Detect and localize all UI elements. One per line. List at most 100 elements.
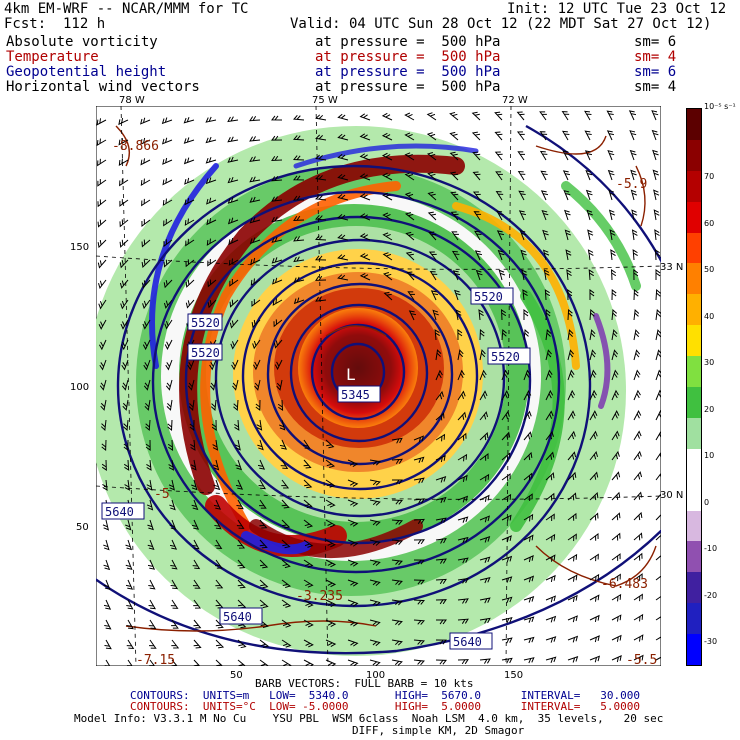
lat-lon-grid bbox=[96, 106, 661, 666]
wind-barb bbox=[142, 339, 151, 351]
wind-barb bbox=[567, 553, 578, 562]
colorbar-tick-label: 30 bbox=[704, 358, 715, 367]
wind-barb bbox=[435, 578, 447, 585]
wind-barb bbox=[303, 619, 314, 628]
wind-barb bbox=[496, 210, 504, 221]
wind-barb bbox=[479, 390, 488, 401]
wind-barb bbox=[149, 639, 157, 649]
temp-contour-info: CONTOURS: UNITS=°C LOW= -5.0000 HIGH= 5.… bbox=[130, 700, 640, 713]
wind-barb bbox=[147, 539, 155, 551]
wind-barb bbox=[611, 512, 621, 521]
wind-barb bbox=[271, 257, 283, 264]
wind-barb bbox=[259, 559, 269, 569]
wind-barb bbox=[183, 117, 195, 124]
wind-barb bbox=[185, 259, 195, 268]
wind-barb bbox=[435, 476, 447, 483]
wind-barb bbox=[427, 211, 437, 221]
wind-barb bbox=[274, 359, 283, 371]
temp-label: -8.866 bbox=[112, 139, 159, 154]
wind-barb bbox=[271, 176, 283, 182]
wind-barb bbox=[227, 217, 239, 225]
wind-barb bbox=[237, 659, 246, 666]
wind-barb bbox=[381, 112, 393, 121]
wind-barb bbox=[193, 659, 201, 666]
x-tick-150: 150 bbox=[504, 670, 524, 681]
wind-barb bbox=[501, 555, 513, 563]
colorbar-tick-label: 20 bbox=[704, 404, 715, 414]
wind-barb bbox=[214, 519, 222, 530]
wind-barb bbox=[337, 214, 349, 221]
field-level-wind: at pressure = 500 hPa bbox=[315, 79, 501, 95]
wind-barb bbox=[428, 231, 437, 241]
colorbar-swatch bbox=[687, 356, 701, 388]
wind-barb bbox=[541, 209, 549, 221]
wind-barb bbox=[408, 310, 416, 321]
wind-barb bbox=[369, 539, 381, 546]
wind-barb bbox=[212, 459, 220, 471]
wind-barb bbox=[435, 517, 447, 524]
wind-barb bbox=[589, 594, 600, 602]
wind-barb bbox=[479, 432, 489, 441]
wind-barb bbox=[523, 329, 530, 341]
wind-barb bbox=[567, 430, 576, 441]
wind-barb bbox=[472, 151, 481, 161]
colorbar-tick-label: -20 bbox=[704, 590, 718, 600]
wind-barb bbox=[163, 279, 173, 289]
wind-barb bbox=[185, 238, 195, 247]
wind-barb bbox=[545, 492, 555, 501]
wind-barb bbox=[369, 479, 381, 486]
wind-barb bbox=[236, 499, 244, 510]
model-title: 4km EM-WRF -- NCAR/MMM for TC bbox=[4, 1, 249, 17]
wind-barb bbox=[567, 512, 577, 521]
wind-barb bbox=[276, 379, 283, 391]
wind-barb bbox=[143, 359, 151, 371]
wind-barb bbox=[191, 479, 198, 491]
wind-barb bbox=[523, 472, 533, 481]
wind-barb bbox=[101, 439, 107, 451]
wind-barb bbox=[125, 579, 134, 590]
wind-barb bbox=[450, 191, 459, 201]
wind-barb bbox=[369, 639, 381, 647]
wind-barb bbox=[545, 369, 553, 381]
wind-barb bbox=[427, 191, 437, 201]
colorbar-swatch bbox=[687, 541, 701, 573]
wind-barb bbox=[629, 149, 637, 161]
wind-barb bbox=[563, 190, 571, 201]
wind-barb bbox=[369, 559, 381, 566]
wind-barb bbox=[271, 236, 283, 243]
wind-barb bbox=[567, 574, 578, 582]
wind-barb bbox=[96, 138, 107, 146]
colorbar-swatch bbox=[687, 510, 701, 542]
temperature-contours bbox=[115, 125, 657, 632]
wind-barb bbox=[205, 157, 217, 164]
wind-barb bbox=[293, 115, 305, 121]
wind-barb bbox=[369, 579, 381, 587]
wind-barb bbox=[382, 172, 393, 181]
wind-barb bbox=[518, 210, 527, 221]
wind-barb bbox=[273, 319, 283, 328]
wind-barb bbox=[97, 158, 107, 167]
wind-barb bbox=[193, 639, 202, 649]
wind-barb bbox=[633, 329, 640, 341]
wind-barb bbox=[259, 639, 270, 648]
field-level-height: at pressure = 500 hPa bbox=[315, 64, 501, 80]
wind-barb bbox=[369, 599, 381, 607]
color-bar bbox=[686, 108, 702, 666]
wind-barb bbox=[545, 656, 557, 663]
wind-barb bbox=[98, 299, 107, 310]
wind-barb bbox=[404, 152, 415, 161]
wind-barb bbox=[121, 359, 129, 371]
wind-barb bbox=[391, 659, 403, 666]
wind-barb bbox=[347, 619, 359, 627]
wind-barb bbox=[185, 299, 195, 309]
wind-barb bbox=[303, 519, 314, 528]
wind-barb bbox=[607, 150, 615, 161]
wind-barb bbox=[192, 579, 201, 589]
colorbar-swatch bbox=[687, 294, 701, 326]
colorbar-tick-label: 10 bbox=[704, 451, 715, 460]
wind-barb bbox=[347, 639, 359, 647]
wind-barb bbox=[494, 151, 503, 161]
wind-barb bbox=[562, 170, 571, 181]
wind-barb bbox=[391, 437, 403, 444]
wind-barb bbox=[585, 170, 593, 181]
